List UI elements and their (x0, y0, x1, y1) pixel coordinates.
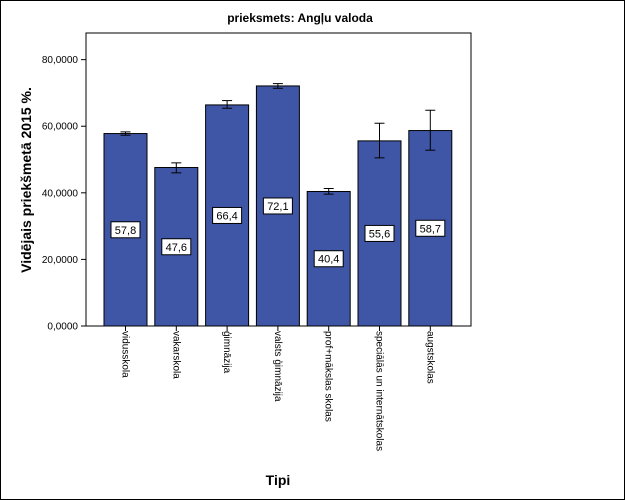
y-tick-label: 60,0000 (42, 122, 79, 133)
y-tick-label: 20,0000 (42, 255, 79, 266)
data-label: 47,6 (166, 242, 187, 254)
error-bar (171, 162, 182, 174)
bars: 57,8 47,6 66,4 72,1 40,4 55,6 58,7 (103, 83, 453, 327)
data-label-box (161, 238, 192, 256)
x-tick-label: vidusskola (120, 331, 131, 378)
error-bar (272, 83, 283, 89)
y-tick-label: 0,0000 (47, 322, 78, 333)
y-tick-label: 80,0000 (42, 55, 79, 66)
data-label-box (110, 221, 141, 239)
chart-title: prieksmets: Angļu valoda (227, 11, 373, 25)
x-axis-label: Tipi (266, 472, 291, 488)
y-tick-label: 40,0000 (42, 188, 79, 199)
data-label: 72,1 (267, 201, 288, 213)
data-label: 40,4 (318, 254, 339, 266)
x-tick-label: ģimnāzija (221, 331, 234, 374)
error-bar (374, 122, 385, 159)
x-tick-label: valsts ģimnāzija (272, 331, 285, 402)
data-label-box (313, 250, 344, 268)
x-tick-label: speciālās un internātskolas (374, 331, 385, 451)
error-bar (120, 131, 131, 136)
data-label-box (415, 219, 446, 237)
x-axis: vidusskola vakarskola ģimnāzija valsts ģimn… (120, 326, 435, 451)
data-label: 58,7 (420, 223, 441, 235)
error-bar (425, 109, 436, 151)
x-tick-label: augstskolas (424, 331, 435, 384)
data-label-box (262, 197, 293, 215)
data-label-box (212, 206, 243, 224)
y-axis-label: Vidējais priekšmetā 2015 %. (18, 87, 34, 273)
x-tick-label: prof+mākslas skolas (323, 331, 334, 422)
error-bar (222, 100, 233, 109)
y-axis: 0,0000 20,0000 40,0000 60,0000 80,0000 (42, 55, 86, 333)
x-tick-label: vakarskola (170, 331, 181, 379)
data-label: 55,6 (369, 228, 390, 240)
error-bar (323, 187, 334, 195)
data-label-box (364, 224, 395, 242)
data-label: 57,8 (115, 225, 136, 237)
data-label: 66,4 (216, 210, 237, 222)
